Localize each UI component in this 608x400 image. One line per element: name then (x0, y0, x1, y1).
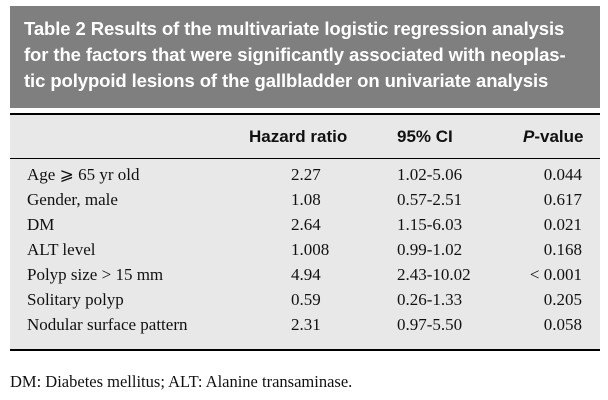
row-label: Polyp size > 15 mm (27, 265, 164, 284)
table-footnote: DM: Diabetes mellitus; ALT: Alanine tran… (10, 372, 353, 391)
table-row: Nodular surface pattern 2.31 0.97-5.50 0… (0, 315, 608, 340)
row-ci: 2.43-10.02 (397, 265, 471, 284)
row-hazard-ratio: 1.008 (291, 240, 330, 259)
row-p-value: < 0.001 (529, 265, 582, 284)
row-label: Age ⩾ 65 yr old (27, 165, 140, 184)
row-label: DM (27, 215, 55, 234)
caption-line-1: Table 2 Results of the multivariate logi… (24, 18, 565, 39)
row-hazard-ratio: 2.64 (291, 215, 321, 234)
table-row: DM 2.64 1.15-6.03 0.021 (0, 215, 608, 240)
table-caption: Table 2 Results of the multivariate logi… (10, 6, 600, 108)
row-p-value: 0.205 (543, 290, 582, 309)
row-p-value: 0.021 (543, 215, 582, 234)
table-row: Gender, male 1.08 0.57-2.51 0.617 (0, 190, 608, 215)
table-row: ALT level 1.008 0.99-1.02 0.168 (0, 240, 608, 265)
row-p-value: 0.058 (543, 315, 582, 334)
row-ci: 0.57-2.51 (397, 190, 463, 209)
row-label: Solitary polyp (27, 290, 124, 309)
row-label: ALT level (27, 240, 96, 259)
row-label: Gender, male (27, 190, 118, 209)
table-row: Age ⩾ 65 yr old 2.27 1.02-5.06 0.044 (0, 165, 608, 190)
row-p-value: 0.168 (543, 240, 582, 259)
row-hazard-ratio: 2.27 (291, 165, 321, 184)
header-p-value: P-value (523, 127, 583, 147)
row-hazard-ratio: 1.08 (291, 190, 321, 209)
row-ci: 0.26-1.33 (397, 290, 463, 309)
table-top-rule (10, 113, 600, 115)
row-hazard-ratio: 2.31 (291, 315, 321, 334)
header-p-suffix: -value (534, 127, 584, 146)
caption-line-2: for the factors that were significantly … (24, 44, 566, 65)
row-p-value: 0.617 (543, 190, 582, 209)
row-p-value: 0.044 (543, 165, 582, 184)
row-ci: 0.99-1.02 (397, 240, 463, 259)
table-body-background (10, 113, 600, 350)
table-header-rule (10, 158, 600, 159)
row-ci: 1.15-6.03 (397, 215, 463, 234)
row-hazard-ratio: 4.94 (291, 265, 321, 284)
row-ci: 1.02-5.06 (397, 165, 463, 184)
row-hazard-ratio: 0.59 (291, 290, 321, 309)
table-bottom-rule (10, 349, 600, 351)
header-hazard-ratio: Hazard ratio (249, 127, 348, 146)
row-label: Nodular surface pattern (27, 315, 188, 334)
table-row: Solitary polyp 0.59 0.26-1.33 0.205 (0, 290, 608, 315)
header-p-italic: P (523, 127, 535, 146)
header-95-ci: 95% CI (397, 127, 453, 146)
table-row: Polyp size > 15 mm 4.94 2.43-10.02 < 0.0… (0, 265, 608, 290)
row-ci: 0.97-5.50 (397, 315, 463, 334)
caption-line-3: tic polypoid lesions of the gallbladder … (24, 70, 549, 91)
